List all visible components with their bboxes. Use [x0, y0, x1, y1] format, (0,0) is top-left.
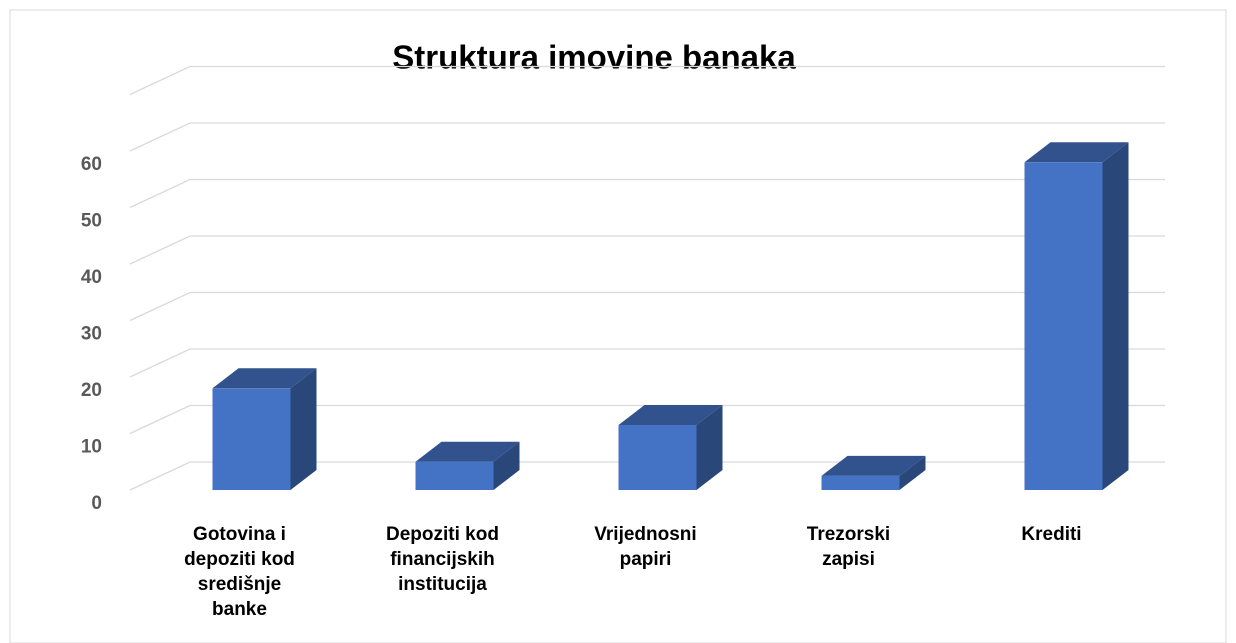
wall-top	[129, 65, 1165, 96]
bar	[212, 368, 317, 490]
bar-side	[696, 405, 723, 490]
y-tick-label: 40	[81, 267, 102, 288]
grid-line	[129, 291, 1165, 322]
y-tick-label: 30	[81, 324, 102, 345]
bar-top	[618, 405, 723, 426]
bar	[415, 441, 520, 490]
bar-top	[821, 455, 926, 476]
y-tick-label: 60	[81, 154, 102, 175]
y-tick-label: 50	[81, 211, 102, 232]
y-tick-label: 10	[81, 437, 102, 458]
chart-title: Struktura imovine banaka	[392, 39, 796, 76]
bar-side	[1102, 142, 1129, 491]
chart-frame	[9, 9, 1227, 643]
bar	[821, 455, 926, 490]
bar-top	[415, 441, 520, 462]
x-tick-label: Depoziti kod financijskih institucija	[386, 524, 499, 595]
y-tick-label: 0	[91, 493, 102, 514]
bar-side	[899, 455, 926, 490]
bar	[618, 405, 723, 490]
x-tick-label: Trezorski zapisi	[807, 524, 890, 570]
grid-line	[129, 235, 1165, 265]
bar-front	[1024, 162, 1103, 491]
grid-line	[129, 178, 1165, 209]
x-tick-label: Vrijednosni papiri	[594, 524, 696, 570]
bar-front	[212, 388, 291, 490]
bar-front	[415, 461, 494, 490]
grid-line	[129, 404, 1165, 435]
bar-side	[493, 441, 520, 490]
y-tick-label: 20	[81, 380, 102, 401]
bar-front	[618, 425, 697, 490]
grid-line	[129, 348, 1165, 378]
x-tick-label: Krediti	[1021, 524, 1081, 545]
x-tick-label: Gotovina i depoziti kod središnje banke	[184, 524, 295, 620]
bar-top	[212, 368, 317, 389]
bar	[1024, 142, 1129, 491]
bar-front	[821, 475, 900, 490]
bar-top	[1024, 142, 1129, 163]
grid-line	[129, 122, 1165, 152]
bar-side	[290, 368, 317, 490]
